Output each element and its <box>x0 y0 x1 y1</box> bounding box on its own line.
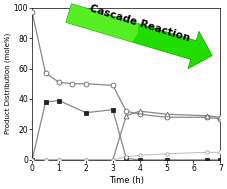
X-axis label: Time (h): Time (h) <box>109 176 144 185</box>
Text: Cascade Reaction: Cascade Reaction <box>88 4 191 44</box>
Y-axis label: Product Distribution (mole%): Product Distribution (mole%) <box>4 33 11 134</box>
